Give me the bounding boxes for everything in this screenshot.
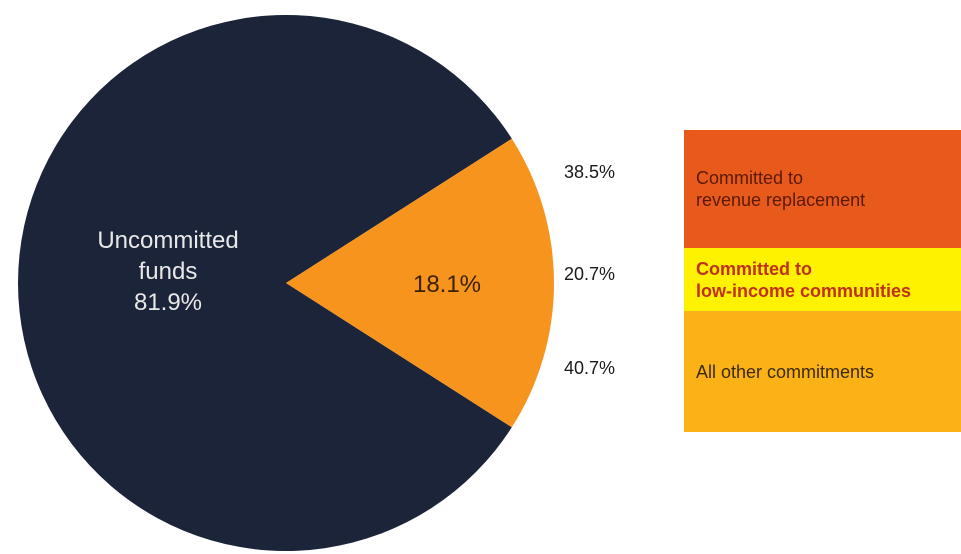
pie-label-uncommitted-line2: funds xyxy=(139,258,198,285)
breakdown-label-line2: revenue replacement xyxy=(696,190,866,210)
breakdown-percent-revenue-replacement: 38.5% xyxy=(564,162,616,182)
breakdown-box-revenue-replacement: Committed to revenue replacement xyxy=(684,130,961,248)
pie-label-uncommitted-line1: Uncommitted xyxy=(97,227,238,254)
breakdown-label-line1: All other commitments xyxy=(696,361,875,382)
pie-label-committed-value: 18.1% xyxy=(413,271,481,298)
breakdown-percent-other: 40.7% xyxy=(564,358,616,378)
breakdown-label-line1: Committed to xyxy=(696,168,804,188)
breakdown-percent-low-income: 20.7% xyxy=(564,264,616,284)
breakdown-box-other: All other commitments xyxy=(684,311,961,432)
pie-slice-uncommitted xyxy=(18,14,512,552)
breakdown-label-line1: Committed to xyxy=(696,258,812,279)
pie-slice-committed xyxy=(286,138,555,428)
breakdown-label-line2: low-income communities xyxy=(696,280,912,301)
pie-label-uncommitted-value: 81.9% xyxy=(134,289,202,316)
breakdown-box-low-income: Committed to low-income communities xyxy=(684,248,961,311)
